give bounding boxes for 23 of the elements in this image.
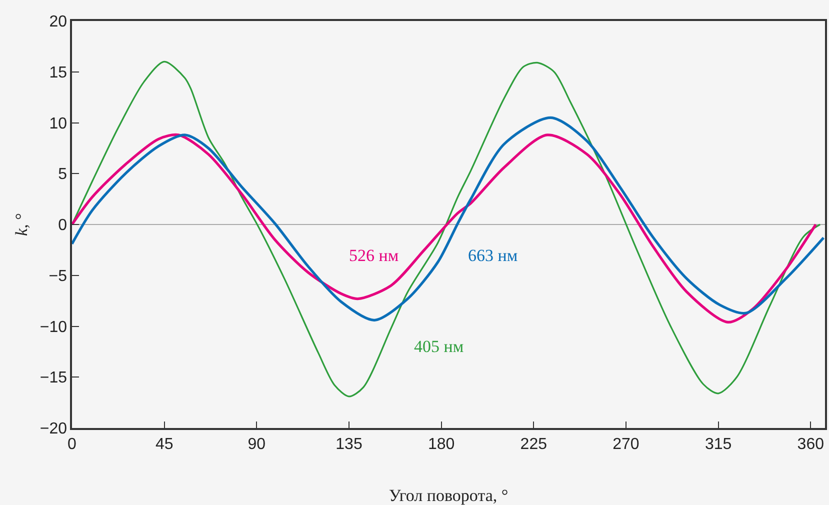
series-label: 526 нм <box>349 246 399 265</box>
y-axis-title: k, ° <box>12 213 31 236</box>
x-tick-label: 360 <box>797 436 824 453</box>
y-tick-label: 10 <box>49 115 68 132</box>
x-tick-label: 180 <box>428 436 455 453</box>
x-tick-label: 90 <box>248 436 266 453</box>
x-tick-label: 315 <box>704 436 732 453</box>
y-tick-label: 5 <box>58 166 68 184</box>
y-tick-label: −10 <box>40 318 68 336</box>
x-tick-label: 225 <box>520 436 548 453</box>
x-tick-label: 45 <box>155 436 174 453</box>
series-label: 405 нм <box>414 337 464 356</box>
y-tick-label: 15 <box>49 64 68 82</box>
y-tick-label: 20 <box>49 14 68 31</box>
y-tick-label: −15 <box>40 370 68 387</box>
line-series <box>72 60 821 398</box>
x-tick-label: 270 <box>612 436 640 453</box>
x-tick-label: 135 <box>336 436 362 453</box>
y-tick-label: −5 <box>48 268 68 285</box>
y-tick-label: 0 <box>58 217 68 234</box>
series-label: 663 нм <box>468 246 518 265</box>
x-axis-title: Угол поворота, ° <box>388 486 508 505</box>
y-tick-label: −20 <box>40 420 68 438</box>
